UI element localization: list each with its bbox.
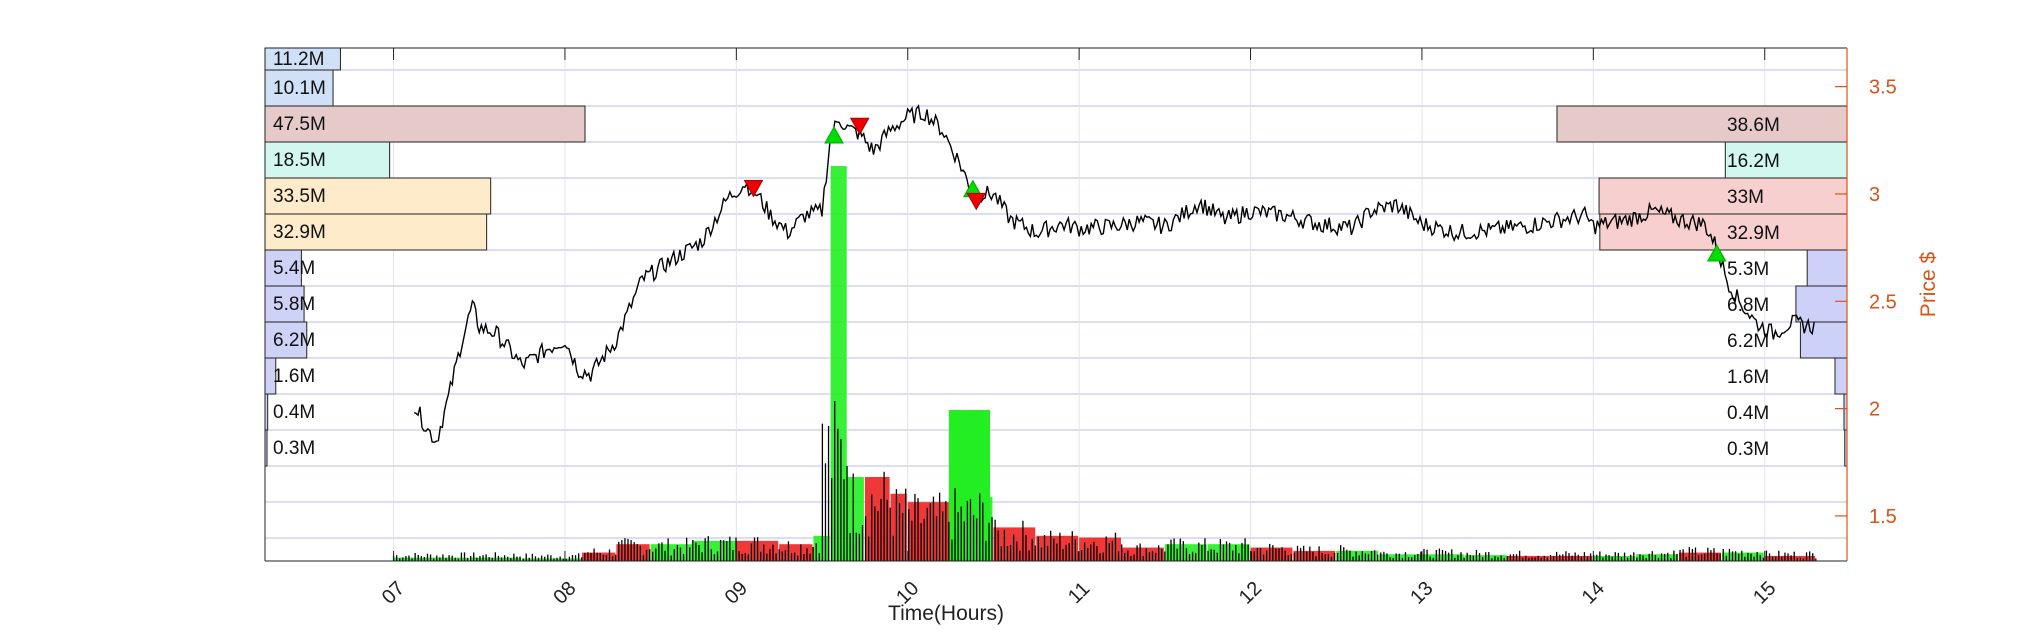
left-profile-bar	[264, 249, 302, 287]
volume-block	[1379, 554, 1421, 561]
sell-marker	[849, 117, 870, 136]
volume-block	[522, 558, 582, 561]
left-profile-label: 47.5M	[273, 114, 326, 135]
sell-marker	[966, 192, 987, 211]
right-profile-label: 38.6M	[1727, 115, 1780, 136]
right-profile-label: 6.2M	[1727, 331, 1769, 352]
left-profile-label: 33.5M	[273, 186, 326, 207]
right-profile-bar	[1799, 321, 1848, 359]
right-profile-label: 16.2M	[1727, 151, 1780, 172]
buy-marker	[824, 125, 844, 144]
left-profile-bar	[264, 69, 334, 107]
right-profile-bar	[1598, 177, 1848, 215]
left-profile-bar	[264, 177, 492, 215]
right-profile-bar	[1806, 249, 1848, 287]
y-tick-label: 1.5	[1869, 506, 1897, 528]
left-profile-bar	[264, 213, 488, 251]
y-tick-label: 2.5	[1869, 291, 1897, 313]
x-axis-title: Time(Hours)	[888, 602, 1004, 625]
volume-block	[650, 544, 693, 561]
left-profile-label: 32.9M	[273, 222, 326, 243]
volume-block	[582, 552, 616, 561]
y-tick-label: 2	[1869, 399, 1880, 421]
price-series-line	[413, 104, 1815, 444]
volume-block	[1636, 554, 1679, 561]
buy-marker	[1706, 244, 1727, 262]
volume-block	[1721, 552, 1764, 561]
right-profile-label: 32.9M	[1727, 223, 1780, 244]
volume-block	[1336, 550, 1379, 561]
right-profile-label: 6.8M	[1727, 295, 1769, 316]
right-profile-bar	[1834, 357, 1848, 395]
volume-block	[1593, 555, 1636, 561]
left-profile-label: 0.4M	[273, 402, 315, 423]
volume-block	[1293, 550, 1336, 561]
left-profile-label: 11.2M	[273, 49, 324, 70]
volume-block	[1679, 552, 1721, 561]
left-profile-label: 10.1M	[273, 78, 326, 99]
volume-block	[1550, 555, 1593, 561]
left-profile-label: 5.8M	[273, 294, 315, 315]
right-profile-label: 5.3M	[1727, 259, 1769, 280]
right-profile-bar	[1795, 285, 1848, 323]
volume-block	[1121, 547, 1164, 561]
left-profile-label: 1.6M	[273, 366, 315, 387]
left-profile-label: 0.3M	[273, 438, 315, 459]
y-axis-title: Price $	[1917, 252, 1940, 318]
volume-block	[1764, 555, 1816, 561]
left-profile-bar	[264, 321, 308, 359]
left-profile-label: 18.5M	[273, 150, 326, 171]
left-profile-label: 6.2M	[273, 330, 315, 351]
volume-block	[693, 540, 736, 561]
y-tick-label: 3.5	[1869, 77, 1897, 99]
volume-block	[1079, 537, 1121, 561]
right-profile-bar	[1556, 105, 1848, 143]
right-profile-label: 33M	[1727, 187, 1764, 208]
left-profile-label: 5.4M	[273, 258, 315, 279]
y-tick-label: 3	[1869, 184, 1880, 206]
sell-marker	[743, 180, 764, 198]
volume-block	[393, 557, 470, 561]
volume-block	[993, 527, 1036, 561]
right-profile-bar	[1724, 141, 1848, 179]
right-profile-label: 0.4M	[1727, 403, 1769, 424]
right-profile-label: 1.6M	[1727, 367, 1769, 388]
right-profile-label: 0.3M	[1727, 439, 1769, 460]
